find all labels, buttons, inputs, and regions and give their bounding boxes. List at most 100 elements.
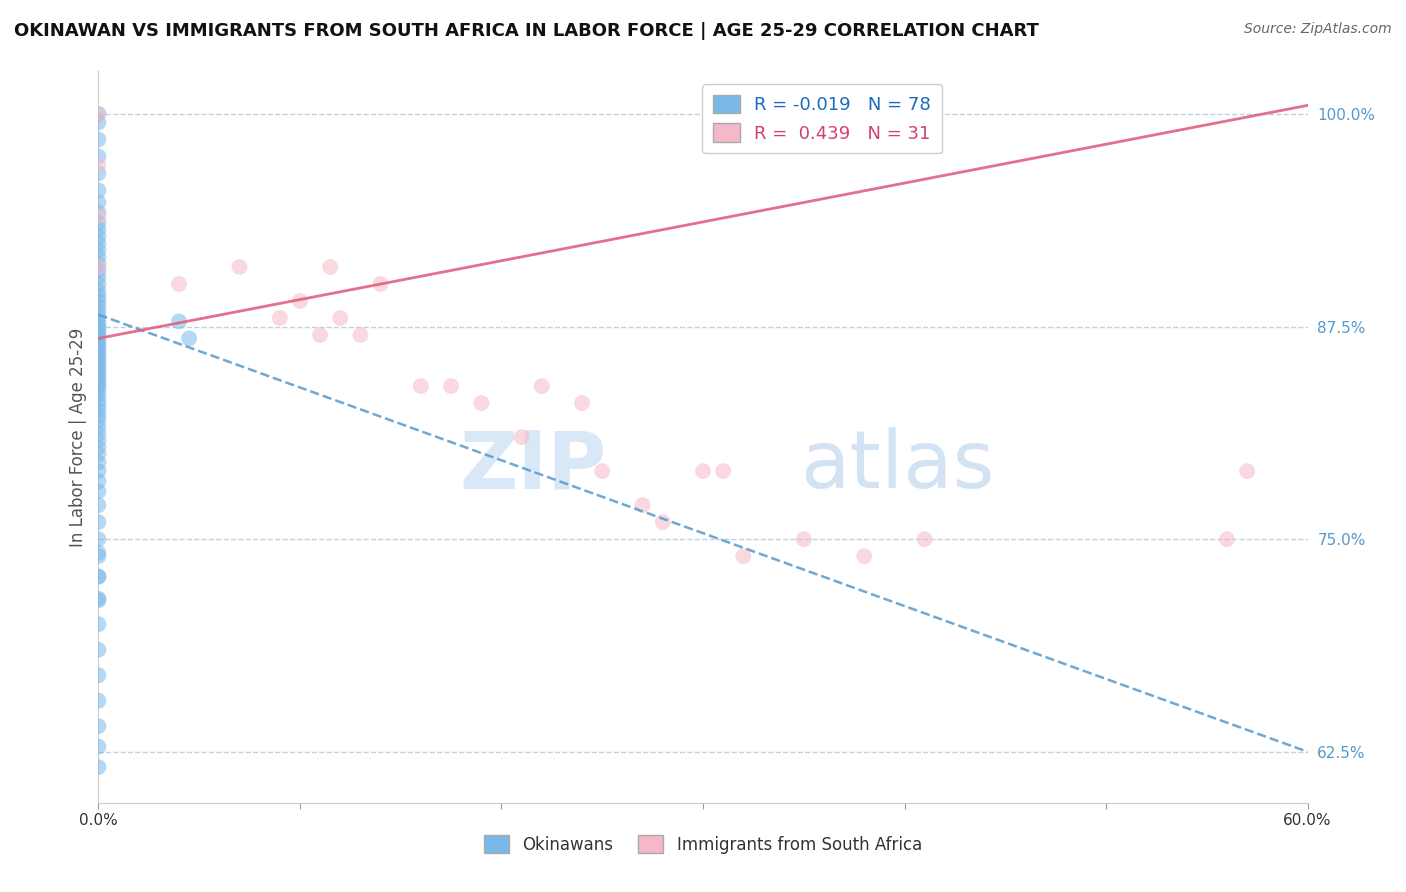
Point [87,115,110,129]
Point [87,334,110,349]
Point [87,549,110,563]
Point [87,318,110,332]
Point [87,694,110,708]
Point [87,426,110,441]
Point [87,209,110,223]
Point [87,366,110,380]
Point [87,379,110,393]
Text: OKINAWAN VS IMMIGRANTS FROM SOUTH AFRICA IN LABOR FORCE | AGE 25-29 CORRELATION : OKINAWAN VS IMMIGRANTS FROM SOUTH AFRICA… [14,22,1039,40]
Point [87,107,110,121]
Point [87,345,110,359]
Point [87,236,110,251]
Legend: Okinawans, Immigrants from South Africa: Okinawans, Immigrants from South Africa [478,829,928,860]
Point [87,475,110,489]
Point [87,314,110,328]
Point [87,392,110,407]
Point [1216,532,1239,546]
Point [530,379,553,393]
Point [87,183,110,197]
Point [87,355,110,369]
Point [87,532,110,546]
Point [733,549,755,563]
Point [87,321,110,335]
Point [87,263,110,277]
Point [87,642,110,657]
Point [349,328,371,343]
Point [87,420,110,434]
Point [87,284,110,298]
Point [87,668,110,682]
Point [711,464,734,478]
Point [87,299,110,313]
Point [914,532,936,546]
Point [87,402,110,417]
Point [470,396,492,410]
Point [87,447,110,461]
Point [87,338,110,352]
Text: Source: ZipAtlas.com: Source: ZipAtlas.com [1244,22,1392,37]
Point [87,205,110,219]
Point [87,256,110,270]
Point [87,456,110,470]
Point [87,250,110,264]
Point [87,229,110,244]
Point [1236,464,1258,478]
Y-axis label: In Labor Force | Age 25-29: In Labor Force | Age 25-29 [69,327,87,547]
Point [87,498,110,512]
Point [87,348,110,362]
Text: atlas: atlas [800,427,994,506]
Point [87,362,110,376]
Point [440,379,463,393]
Point [87,408,110,422]
Point [87,195,110,210]
Point [87,310,110,324]
Point [87,342,110,356]
Point [631,498,654,512]
Point [370,277,392,291]
Point [87,293,110,308]
Point [87,222,110,236]
Point [179,331,201,345]
Point [87,515,110,529]
Point [87,617,110,632]
Point [87,243,110,257]
Point [87,304,110,318]
Point [87,719,110,733]
Point [87,376,110,390]
Point [309,328,332,343]
Point [651,515,673,529]
Text: ZIP: ZIP [458,427,606,506]
Point [319,260,342,274]
Point [329,311,352,326]
Point [87,440,110,454]
Point [87,277,110,291]
Point [269,311,291,326]
Point [87,107,110,121]
Point [853,549,876,563]
Point [87,270,110,285]
Point [288,293,311,308]
Point [87,216,110,230]
Point [87,739,110,754]
Point [87,149,110,163]
Point [87,464,110,478]
Point [228,260,250,274]
Point [87,413,110,427]
Point [692,464,714,478]
Point [87,368,110,383]
Point [87,132,110,146]
Point [87,383,110,397]
Point [793,532,815,546]
Point [409,379,432,393]
Point [591,464,613,478]
Point [87,372,110,386]
Point [510,430,533,444]
Point [167,314,190,328]
Point [87,158,110,172]
Point [87,593,110,607]
Point [87,166,110,180]
Point [87,359,110,373]
Point [87,760,110,774]
Point [87,569,110,583]
Point [87,434,110,448]
